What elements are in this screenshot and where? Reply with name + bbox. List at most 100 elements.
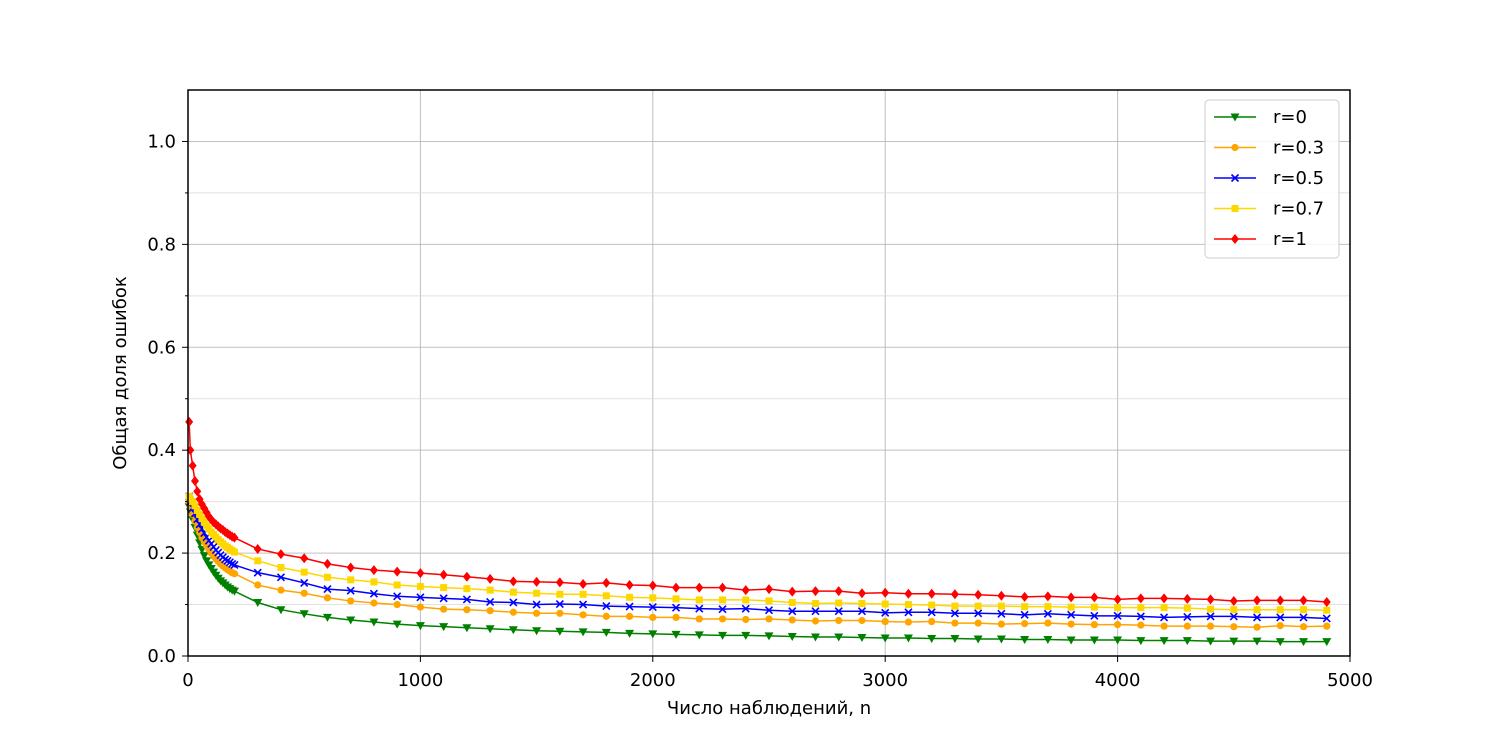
data-point bbox=[1276, 622, 1284, 630]
x-marker-stroke bbox=[439, 594, 448, 603]
legend-entry: r=1 bbox=[1214, 229, 1307, 250]
x-marker-stroke bbox=[1252, 613, 1262, 622]
data-point bbox=[1183, 593, 1192, 604]
data-point bbox=[742, 596, 750, 604]
data-point bbox=[1276, 595, 1285, 606]
x-marker-stroke bbox=[346, 586, 355, 595]
data-point bbox=[1299, 638, 1309, 647]
data-point bbox=[509, 598, 518, 607]
series-line bbox=[188, 421, 1327, 603]
data-point bbox=[533, 589, 541, 597]
data-point bbox=[393, 566, 402, 577]
data-point bbox=[346, 562, 355, 573]
data-point bbox=[602, 602, 611, 611]
x-marker-stroke bbox=[1206, 612, 1215, 621]
x-marker-stroke bbox=[369, 589, 378, 598]
data-point bbox=[322, 613, 332, 622]
data-point bbox=[439, 623, 449, 632]
data-point bbox=[254, 557, 262, 565]
data-point bbox=[1275, 638, 1285, 647]
data-point bbox=[1159, 637, 1169, 646]
data-point bbox=[835, 616, 843, 625]
data-point bbox=[602, 577, 611, 588]
data-point bbox=[393, 600, 401, 609]
x-marker-stroke bbox=[1043, 609, 1052, 618]
data-point bbox=[695, 615, 703, 623]
x-marker-stroke bbox=[648, 603, 657, 612]
data-point bbox=[1114, 621, 1122, 629]
data-point bbox=[1299, 595, 1308, 606]
data-point bbox=[951, 602, 959, 610]
data-point bbox=[928, 601, 936, 609]
data-point bbox=[1276, 606, 1284, 614]
x-tick-label: 1000 bbox=[397, 670, 443, 691]
data-point bbox=[392, 620, 402, 629]
data-point bbox=[835, 599, 843, 607]
data-point bbox=[904, 608, 913, 617]
data-point bbox=[1229, 595, 1238, 606]
data-point bbox=[718, 582, 727, 593]
data-point bbox=[765, 584, 773, 595]
x-marker-stroke bbox=[997, 609, 1006, 618]
data-point bbox=[1067, 620, 1075, 628]
y-tick-label: 0.2 bbox=[147, 543, 176, 564]
data-point bbox=[579, 600, 588, 609]
data-point bbox=[230, 570, 239, 578]
data-point bbox=[1136, 637, 1146, 646]
data-point bbox=[1323, 606, 1331, 614]
x-marker-stroke bbox=[532, 600, 541, 609]
data-point bbox=[1020, 610, 1029, 619]
data-point bbox=[1136, 612, 1145, 621]
data-point bbox=[788, 586, 797, 597]
data-point bbox=[857, 633, 867, 642]
data-point bbox=[463, 606, 471, 614]
x-marker-stroke bbox=[950, 609, 959, 618]
data-point bbox=[230, 548, 238, 556]
data-point bbox=[1229, 637, 1239, 646]
x-marker-stroke bbox=[1276, 613, 1285, 622]
data-point bbox=[997, 609, 1006, 618]
data-point bbox=[439, 594, 448, 603]
data-point bbox=[997, 620, 1006, 628]
legend-label: r=1 bbox=[1273, 229, 1307, 250]
data-point bbox=[254, 581, 262, 589]
legend-marker bbox=[1231, 205, 1239, 212]
data-point bbox=[1322, 596, 1331, 607]
data-point bbox=[346, 616, 356, 625]
data-point bbox=[532, 627, 542, 636]
data-point bbox=[486, 586, 494, 594]
data-point bbox=[300, 553, 309, 564]
data-point bbox=[1160, 613, 1169, 622]
data-point bbox=[230, 560, 239, 569]
data-point bbox=[416, 603, 424, 611]
legend-label: r=0.7 bbox=[1273, 199, 1324, 220]
x-marker-stroke bbox=[625, 602, 634, 611]
data-point bbox=[928, 617, 936, 626]
data-point bbox=[997, 590, 1006, 601]
data-point bbox=[346, 586, 355, 595]
data-point bbox=[1323, 622, 1331, 630]
data-point bbox=[881, 587, 890, 598]
data-point bbox=[185, 416, 194, 427]
x-axis-label: Число наблюдений, n bbox=[667, 698, 871, 719]
data-point bbox=[228, 559, 237, 568]
data-point bbox=[462, 624, 472, 633]
x-marker-stroke bbox=[1136, 612, 1145, 621]
data-point bbox=[202, 557, 212, 566]
data-point bbox=[671, 603, 681, 612]
x-marker-stroke bbox=[1067, 610, 1076, 619]
data-point bbox=[277, 586, 285, 594]
data-point bbox=[950, 635, 960, 644]
data-point bbox=[765, 615, 773, 623]
data-point bbox=[904, 588, 913, 599]
data-point bbox=[196, 511, 204, 518]
data-point bbox=[1020, 591, 1029, 602]
x-marker-stroke bbox=[230, 560, 239, 569]
data-point bbox=[974, 602, 982, 610]
y-tick-label: 0.8 bbox=[147, 234, 176, 255]
data-point bbox=[1067, 610, 1076, 619]
data-point bbox=[509, 576, 518, 587]
legend-entry: r=0.7 bbox=[1214, 199, 1324, 220]
data-point bbox=[229, 587, 239, 596]
grid bbox=[187, 90, 1351, 657]
